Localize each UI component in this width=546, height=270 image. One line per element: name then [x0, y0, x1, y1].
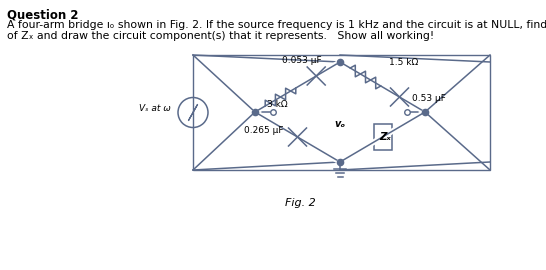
Text: Fig. 2: Fig. 2	[284, 198, 316, 208]
Text: 0.265 μF: 0.265 μF	[244, 126, 283, 135]
Text: Zₓ: Zₓ	[379, 132, 391, 142]
Text: 3 kΩ: 3 kΩ	[267, 100, 288, 109]
Text: Vₛ at ω: Vₛ at ω	[139, 104, 171, 113]
Text: 0.53 μF: 0.53 μF	[412, 94, 446, 103]
Text: of Zₓ and draw the circuit component(s) that it represents.   Show all working!: of Zₓ and draw the circuit component(s) …	[7, 31, 434, 41]
Text: 0.053 μF: 0.053 μF	[282, 56, 322, 65]
Text: A four-arm bridge ıₒ shown in Fig. 2. If the source frequency is 1 kHz and the c: A four-arm bridge ıₒ shown in Fig. 2. If…	[7, 20, 546, 30]
Text: Question 2: Question 2	[7, 8, 79, 21]
Text: 1.5 kΩ: 1.5 kΩ	[389, 58, 418, 67]
Text: vₒ: vₒ	[335, 119, 346, 129]
